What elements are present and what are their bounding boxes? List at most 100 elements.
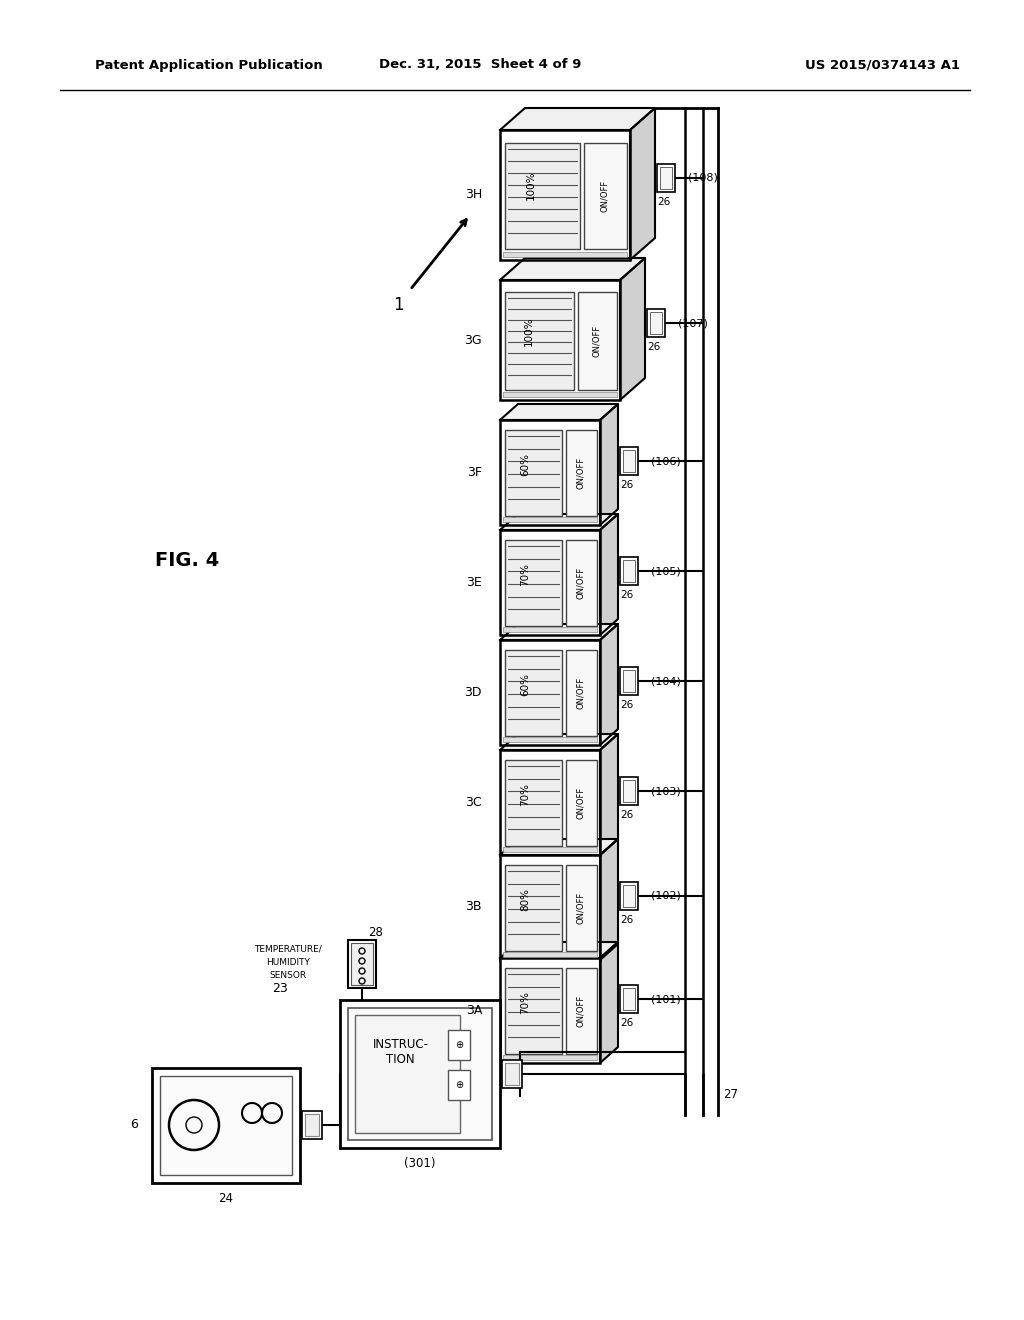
Text: 70%: 70% — [520, 562, 530, 586]
Bar — [505, 865, 562, 950]
Text: 80%: 80% — [520, 888, 530, 911]
Bar — [340, 1001, 500, 1148]
Text: 27: 27 — [723, 1089, 738, 1101]
Text: (108): (108) — [688, 173, 718, 183]
Text: 70%: 70% — [520, 991, 530, 1014]
Bar — [566, 540, 597, 626]
Polygon shape — [600, 942, 618, 1063]
Bar — [623, 884, 635, 907]
Bar — [502, 1060, 522, 1088]
Bar — [500, 958, 600, 1063]
Bar — [657, 164, 675, 191]
Polygon shape — [630, 108, 655, 260]
Bar — [623, 780, 635, 803]
Bar — [449, 1030, 470, 1060]
Polygon shape — [500, 840, 618, 855]
Bar — [505, 292, 574, 389]
Text: 3D: 3D — [465, 685, 482, 698]
Bar — [505, 649, 562, 737]
Text: 24: 24 — [218, 1192, 233, 1205]
Polygon shape — [500, 108, 655, 129]
Text: 26: 26 — [647, 342, 660, 352]
Text: ON/OFF: ON/OFF — [577, 566, 586, 599]
Text: (107): (107) — [678, 318, 708, 327]
Text: 26: 26 — [621, 590, 634, 601]
Bar — [620, 667, 638, 696]
Text: 23: 23 — [272, 982, 288, 994]
Text: ⊕: ⊕ — [455, 1040, 463, 1049]
Text: ON/OFF: ON/OFF — [593, 325, 601, 358]
Bar — [500, 129, 630, 260]
Text: ON/OFF: ON/OFF — [577, 677, 586, 709]
Bar — [302, 1111, 322, 1139]
Polygon shape — [600, 513, 618, 635]
Bar — [503, 392, 617, 397]
Polygon shape — [500, 257, 645, 280]
Text: ⊕: ⊕ — [455, 1080, 463, 1090]
Polygon shape — [500, 624, 618, 640]
Polygon shape — [600, 840, 618, 960]
Bar — [660, 168, 672, 189]
Bar — [566, 649, 597, 737]
Text: 1: 1 — [392, 296, 403, 314]
Text: ON/OFF: ON/OFF — [577, 787, 586, 820]
Bar — [348, 1008, 492, 1140]
Polygon shape — [620, 257, 645, 400]
Bar — [505, 760, 562, 846]
Bar — [566, 865, 597, 950]
Bar — [578, 292, 617, 389]
Text: 60%: 60% — [520, 673, 530, 696]
Bar — [566, 760, 597, 846]
Text: ON/OFF: ON/OFF — [600, 180, 609, 213]
Text: ON/OFF: ON/OFF — [577, 457, 586, 490]
Text: FIG. 4: FIG. 4 — [155, 550, 219, 569]
Text: 3G: 3G — [464, 334, 482, 346]
Text: (301): (301) — [404, 1158, 436, 1171]
Bar — [620, 777, 638, 805]
Text: 3H: 3H — [465, 189, 482, 202]
Bar — [503, 847, 597, 851]
Bar — [351, 942, 373, 985]
Bar — [348, 940, 376, 987]
Bar — [620, 985, 638, 1012]
Bar — [500, 640, 600, 744]
Polygon shape — [500, 942, 618, 958]
Polygon shape — [600, 734, 618, 855]
Text: 6: 6 — [130, 1118, 138, 1131]
Text: 26: 26 — [657, 197, 671, 207]
Text: 26: 26 — [621, 1018, 634, 1028]
Text: 26: 26 — [621, 915, 634, 925]
Text: 3B: 3B — [466, 900, 482, 913]
Bar — [566, 968, 597, 1053]
Bar — [503, 1055, 597, 1060]
Bar — [623, 987, 635, 1010]
Text: Patent Application Publication: Patent Application Publication — [95, 58, 323, 71]
Bar — [505, 143, 580, 249]
Bar — [500, 750, 600, 855]
Bar — [505, 968, 562, 1053]
Bar — [355, 1015, 460, 1133]
Polygon shape — [600, 624, 618, 744]
Bar — [505, 1063, 519, 1085]
Text: 60%: 60% — [520, 453, 530, 477]
Text: 100%: 100% — [524, 317, 535, 346]
Text: 26: 26 — [621, 480, 634, 490]
Text: US 2015/0374143 A1: US 2015/0374143 A1 — [805, 58, 961, 71]
Text: 100%: 100% — [526, 170, 537, 201]
Text: Dec. 31, 2015  Sheet 4 of 9: Dec. 31, 2015 Sheet 4 of 9 — [379, 58, 582, 71]
Text: 3E: 3E — [466, 576, 482, 589]
Polygon shape — [500, 513, 618, 531]
Bar — [305, 1114, 319, 1137]
Bar — [647, 309, 665, 337]
Polygon shape — [500, 734, 618, 750]
Text: (104): (104) — [651, 676, 681, 686]
Bar — [623, 560, 635, 582]
Text: SENSOR: SENSOR — [269, 972, 306, 979]
Bar — [160, 1076, 292, 1175]
Text: (103): (103) — [651, 785, 681, 796]
Text: 28: 28 — [369, 925, 383, 939]
Text: 26: 26 — [621, 700, 634, 710]
Text: (105): (105) — [651, 566, 681, 576]
Polygon shape — [500, 404, 618, 420]
Bar — [152, 1068, 300, 1183]
